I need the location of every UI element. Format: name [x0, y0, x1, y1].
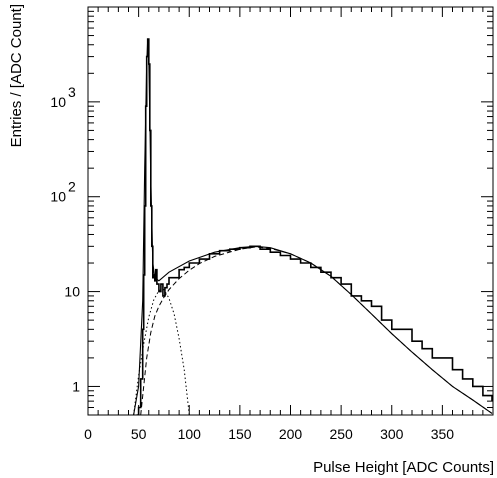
x-tick-label: 250 [329, 426, 353, 442]
y-axis-title: Entries / [ADC Count] [8, 4, 25, 147]
x-tick-label: 50 [131, 426, 147, 442]
x-tick-label: 100 [178, 426, 202, 442]
x-tick-label: 150 [228, 426, 252, 442]
series-clip-group [133, 38, 493, 415]
x-tick-label: 200 [279, 426, 303, 442]
fit-total-curve [133, 39, 493, 415]
y-tick-label: 10 [64, 284, 80, 300]
histogram-series [136, 38, 493, 415]
x-axis-title: Pulse Height [ADC Counts] [313, 459, 494, 476]
x-tick-label: 350 [431, 426, 455, 442]
fit-component-dashed-curve [140, 246, 493, 415]
y-tick-label: 10 [50, 94, 66, 110]
y-tick-exponent: 2 [68, 179, 76, 195]
x-tick-label: 300 [380, 426, 404, 442]
y-tick-label: 10 [50, 189, 66, 205]
series-layer [133, 38, 493, 415]
x-axis-ticks: 0 50 100 150 200 250 300 350 [84, 7, 484, 442]
y-tick-label: 1 [72, 378, 80, 394]
x-tick-label: 0 [84, 426, 92, 442]
y-tick-exponent: 3 [68, 84, 76, 100]
